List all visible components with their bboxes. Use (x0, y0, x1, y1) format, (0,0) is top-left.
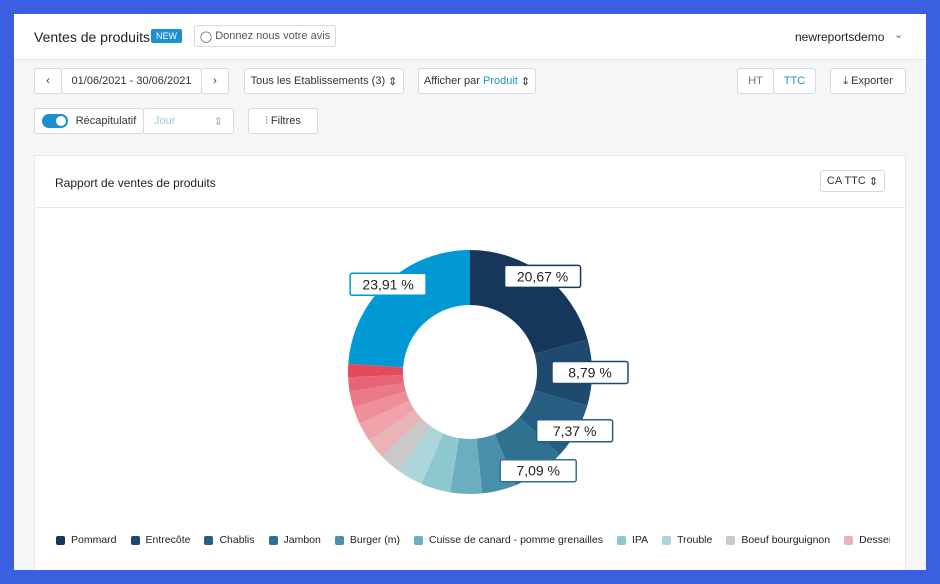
slice (353, 391, 410, 424)
legend-label: Dessert du jo (859, 534, 890, 546)
legend-label: Pommard (71, 534, 117, 546)
legend-label: Trouble (677, 534, 713, 546)
slice (347, 363, 404, 378)
legend-item[interactable]: Dessert du jo (844, 534, 890, 546)
display-value: Produit (482, 75, 518, 87)
period-text: Jour (154, 115, 176, 127)
summary-text: Récapitulatif (75, 115, 137, 127)
feedback-button[interactable]: ◯ Donnez nous votre avis (194, 25, 336, 47)
legend-label: Burger (m) (349, 534, 401, 546)
label-box (535, 419, 614, 443)
value-label: 8,79 % (568, 364, 612, 380)
legend-item[interactable]: Entrecôte (130, 534, 191, 546)
slice (398, 426, 444, 484)
slice (369, 409, 422, 457)
legend-swatch (268, 535, 278, 545)
card-title: Rapport de ventes de produits (55, 176, 216, 190)
legend-swatch (56, 535, 65, 545)
legend-label: IPA (631, 534, 649, 546)
legend-label: Jambon (283, 534, 321, 546)
legend-swatch (662, 535, 672, 545)
legend-label: Cuisse de canard - pomme grenailles (429, 534, 603, 546)
legend-item[interactable]: Chablis (204, 534, 255, 546)
slice (359, 400, 415, 441)
metric-select[interactable]: CA TTC ⇕ (820, 170, 885, 192)
legend-label: Boeuf bourguignon (741, 534, 831, 546)
legend-swatch (726, 535, 736, 545)
export-text: Exporter (851, 75, 893, 87)
value-label: 20,67 % (517, 268, 568, 284)
title: Ventes de produits (34, 29, 150, 45)
legend-swatch (130, 535, 140, 545)
establishments-select[interactable]: Tous les Etablissements (3) ⇕ (244, 68, 404, 94)
label-box (551, 360, 629, 385)
date-range[interactable]: 01/06/2021 - 30/06/2021 (61, 68, 202, 94)
legend-swatch (414, 535, 424, 545)
ttc-button[interactable]: TTC (773, 68, 816, 94)
ht-button[interactable]: HT (737, 68, 774, 94)
legend-label: Entrecôte (145, 534, 191, 546)
label-box (499, 458, 577, 483)
label-box (503, 264, 582, 289)
badge: NEW (151, 29, 182, 43)
report-card: Rapport de ventes de produits CA TTC ⇕ (34, 155, 906, 570)
legend-item[interactable]: Burger (m) (334, 534, 401, 546)
legend-swatch (204, 535, 214, 545)
legend-item[interactable]: Pommard (56, 534, 117, 546)
establishments-text: Tous les Etablissements (3) (250, 75, 386, 87)
legend-item[interactable]: IPA (616, 534, 649, 546)
legend-swatch (844, 535, 854, 545)
slice (349, 382, 406, 408)
legend-item[interactable]: Cuisse de canard - pomme grenailles (414, 534, 603, 546)
slice (348, 250, 470, 368)
display-select[interactable]: Afficher par Produit ⇕ (418, 68, 536, 94)
slice (421, 433, 460, 493)
legend-swatch (616, 535, 626, 545)
slice (450, 438, 483, 494)
display-label: Afficher par (423, 75, 480, 87)
label-box (349, 272, 427, 297)
legend-swatch (334, 535, 344, 545)
value-label: 7,37 % (553, 423, 597, 439)
period-select[interactable]: Jour ⇕ (143, 108, 234, 134)
value-label: 7,09 % (516, 463, 560, 479)
legend-item[interactable]: Jambon (268, 534, 321, 546)
slice (470, 250, 588, 354)
legend: Pommard Entrecôte Chablis Jambon Burger (m) C… (56, 534, 890, 550)
value-label: 23,91 % (362, 276, 413, 292)
legend-item[interactable]: Boeuf bourguignon (726, 534, 830, 546)
slice (382, 418, 431, 472)
feedback-text: Donnez nous votre avis (215, 30, 331, 42)
user-name[interactable]: newreportsdemo (795, 30, 885, 44)
slice (348, 374, 404, 392)
app: Ventes de produits NEW ◯ Donnez nous vot… (14, 14, 926, 570)
header: Ventes de produits NEW ◯ Donnez nous vot… (14, 14, 926, 60)
legend-label: Chablis (219, 534, 255, 546)
next-button[interactable]: › (201, 68, 229, 94)
divider (35, 207, 905, 208)
filters-text: Filtres (270, 115, 301, 127)
metric-text: CA TTC (826, 175, 866, 187)
filters-button[interactable]: ⫶ Filtres (248, 108, 318, 134)
summary-toggle[interactable]: Récapitulatif (34, 108, 144, 134)
user-chevron[interactable]: ⌄ (894, 29, 904, 41)
legend-item[interactable]: Trouble (662, 534, 712, 546)
export-button[interactable]: ⤓ Exporter (830, 68, 906, 94)
